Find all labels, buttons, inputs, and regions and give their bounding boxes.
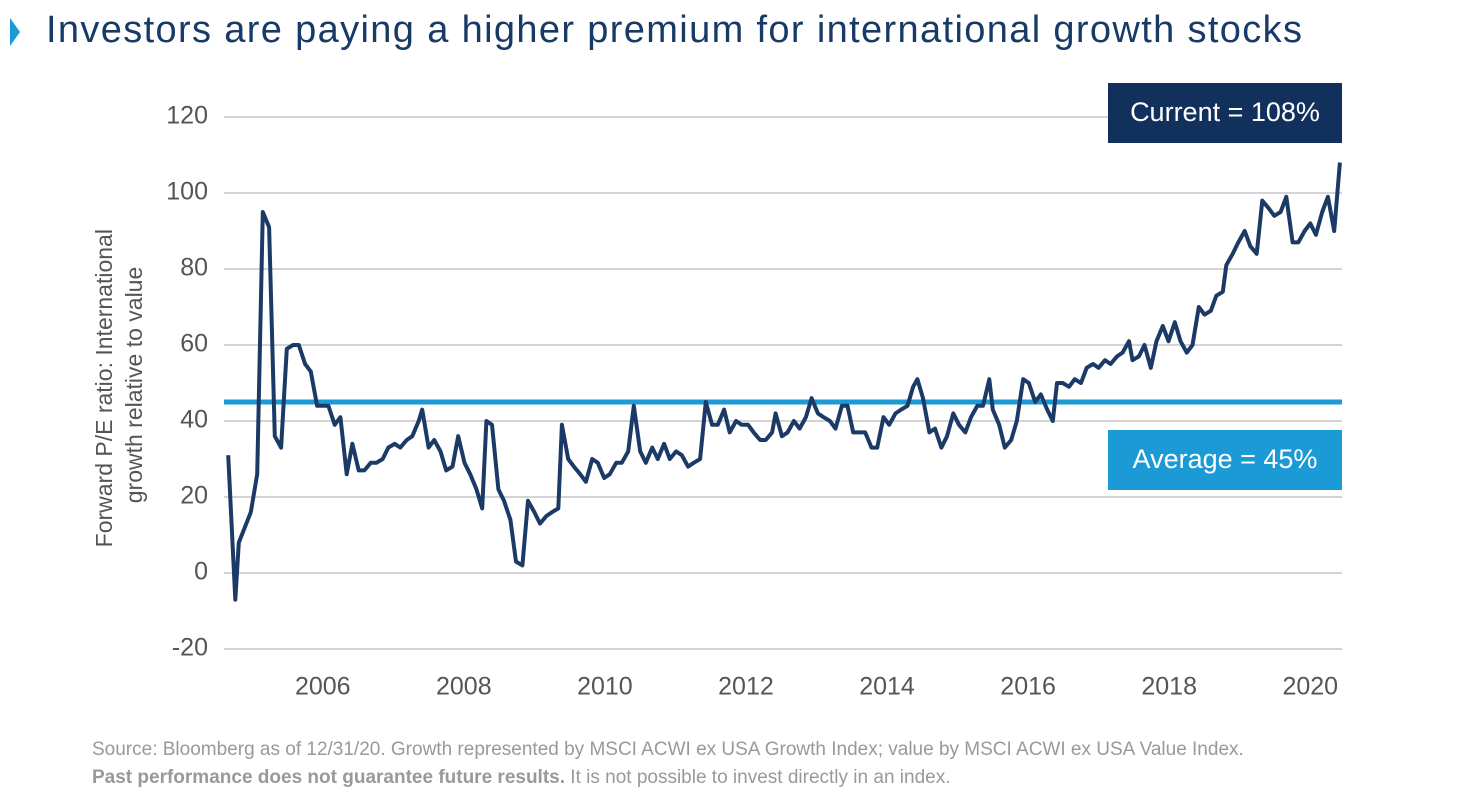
- x-tick-label: 2014: [859, 673, 915, 701]
- x-tick-label: 2020: [1282, 673, 1338, 701]
- note-bold: Past performance does not guarantee futu…: [92, 767, 565, 788]
- y-axis-label-line: growth relative to value: [121, 267, 147, 504]
- annotation-box: [1108, 430, 1342, 490]
- note: Past performance does not guarantee futu…: [92, 767, 951, 788]
- x-tick-label: 2010: [577, 673, 633, 701]
- annotation-box: [1108, 83, 1342, 143]
- source: Source: Bloomberg as of 12/31/20. Growth…: [92, 739, 1244, 760]
- x-tick-label: 2016: [1000, 673, 1056, 701]
- y-tick-label: 0: [194, 558, 208, 586]
- y-tick-label: 120: [166, 102, 208, 130]
- annotation-text: Average = 45%: [1133, 444, 1318, 474]
- x-tick-label: 2008: [436, 673, 492, 701]
- y-axis-label: Forward P/E ratio: International growth …: [91, 223, 147, 548]
- chart-title: Investors are paying a higher premium fo…: [46, 9, 1302, 51]
- y-tick-label: 100: [166, 178, 208, 206]
- title-marker: [10, 18, 20, 46]
- x-tick-label: 2018: [1141, 673, 1197, 701]
- data-line: [226, 162, 1342, 602]
- y-axis-label-line: Forward P/E ratio: International: [91, 229, 117, 547]
- annotation-text: Current = 108%: [1130, 97, 1320, 127]
- x-tick-label: 2012: [718, 673, 774, 701]
- y-tick-label: 20: [180, 482, 208, 510]
- y-tick-label: -20: [172, 634, 208, 662]
- y-tick-label: 40: [180, 406, 208, 434]
- y-tick-label: 80: [180, 254, 208, 282]
- x-tick-label: 2006: [295, 673, 351, 701]
- y-tick-label: 60: [180, 330, 208, 358]
- note-text: It is not possible to invest directly in…: [565, 767, 950, 788]
